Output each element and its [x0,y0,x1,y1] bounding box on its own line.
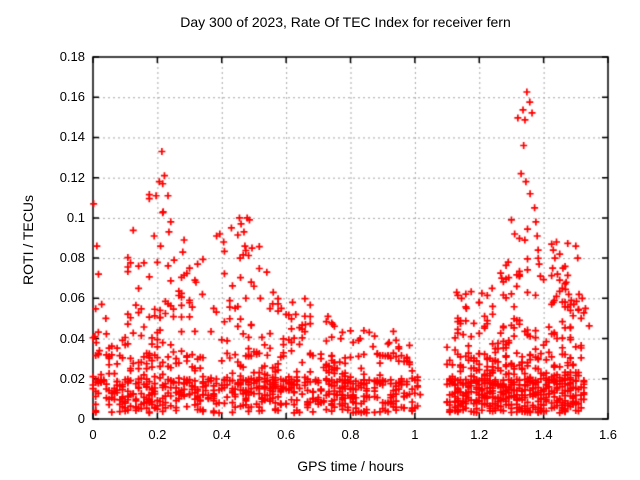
x-axis-label: GPS time / hours [297,458,404,474]
y-tick-label: 0.04 [59,330,85,346]
x-tick-label: 0.2 [148,427,167,442]
y-tick-label: 0.1 [66,209,85,225]
y-tick-label: 0.14 [59,129,85,145]
y-tick-label: 0 [77,411,85,426]
y-tick-label: 0.06 [59,290,85,306]
y-axis-label: ROTI / TECUs [20,195,36,285]
x-tick-label: 1.4 [534,427,553,442]
x-tick-label: 0.4 [212,427,231,442]
y-tick-label: 0.16 [59,89,85,105]
x-tick-label: 1 [411,427,419,442]
y-tick-label: 0.18 [59,49,85,64]
x-tick-label: 0 [89,427,97,442]
plot-title: Day 300 of 2023, Rate Of TEC Index for r… [180,14,511,30]
x-tick-label: 1.2 [470,427,489,442]
y-tick-label: 0.02 [59,370,85,386]
x-tick-label: 0.8 [341,427,360,442]
y-tick-label: 0.08 [59,250,85,266]
x-tick-label: 0.6 [277,427,296,442]
y-tick-label: 0.12 [59,169,85,185]
x-tick-label: 1.6 [598,427,618,442]
